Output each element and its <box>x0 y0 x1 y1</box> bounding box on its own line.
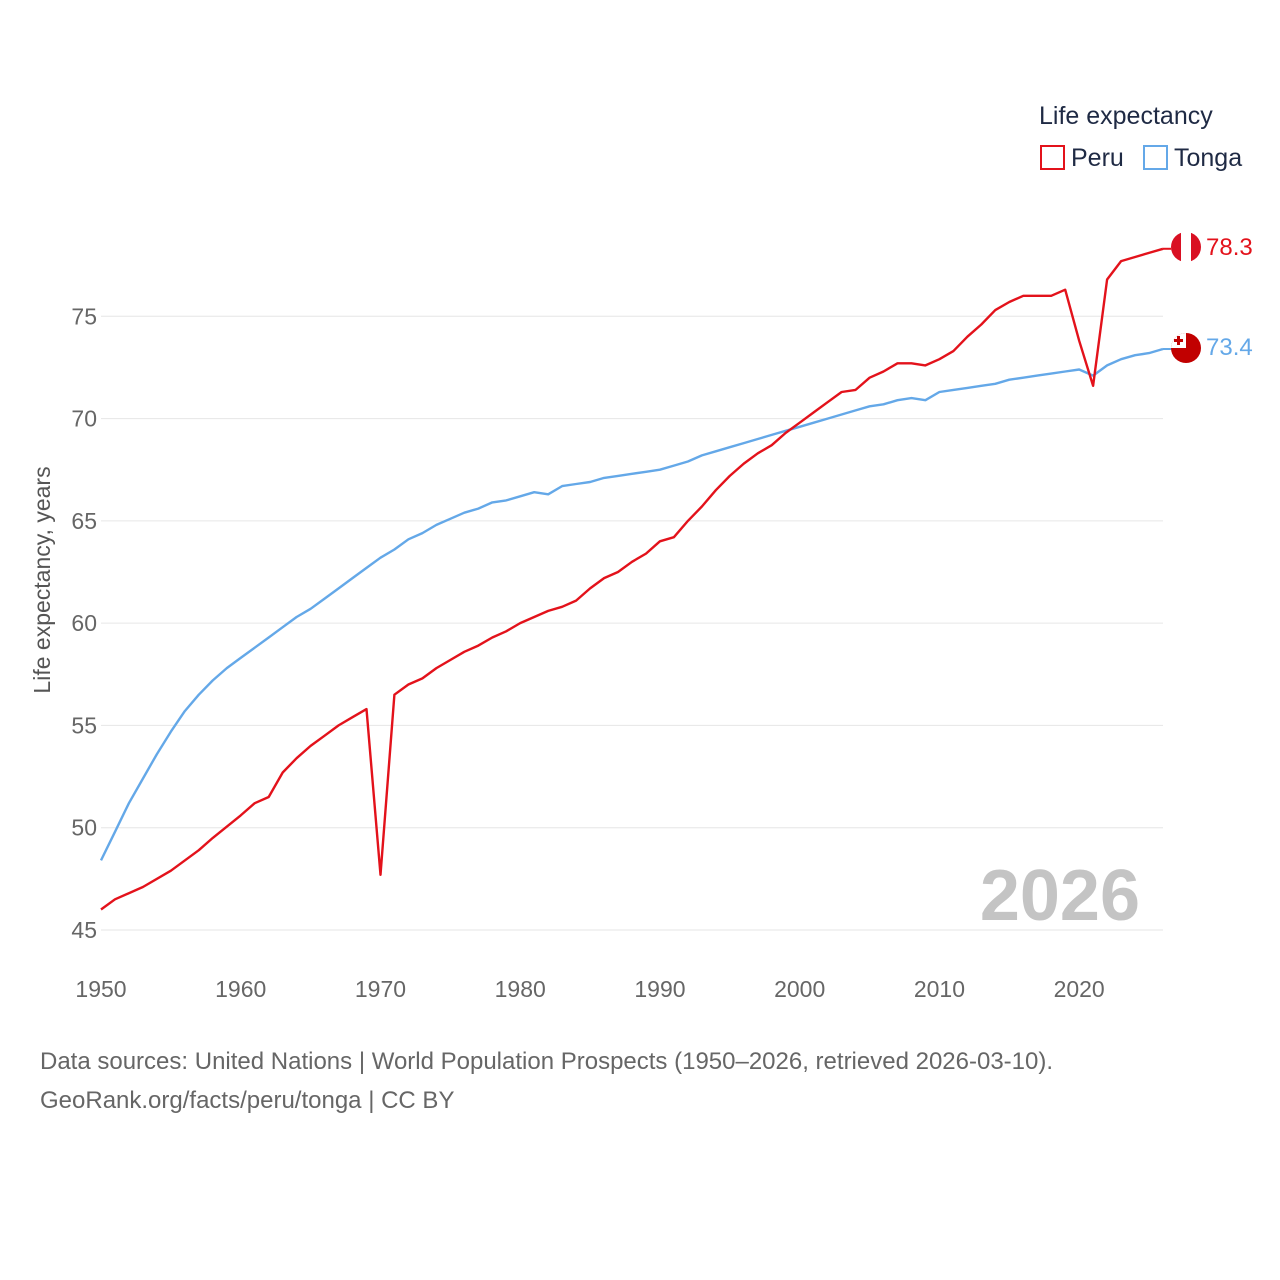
legend-label-peru: Peru <box>1071 144 1124 172</box>
tonga-flag-icon <box>1171 333 1201 363</box>
x-tick-label: 1960 <box>215 976 266 1002</box>
legend-label-tonga: Tonga <box>1174 144 1242 172</box>
legend-swatch-peru <box>1040 145 1065 170</box>
legend: Life expectancy Peru Tonga <box>1039 102 1242 172</box>
y-tick-label: 45 <box>71 917 97 943</box>
end-label-peru: 78.3 <box>1206 234 1253 261</box>
y-tick-label: 60 <box>71 610 97 636</box>
peru-flag-icon <box>1171 232 1201 262</box>
legend-title: Life expectancy <box>1039 102 1213 130</box>
x-tick-label: 1970 <box>355 976 406 1002</box>
credit-line[interactable]: GeoRank.org/facts/peru/tonga | CC BY <box>40 1087 455 1114</box>
y-tick-label: 50 <box>71 815 97 841</box>
gridlines <box>101 315 1163 931</box>
y-tick-label: 65 <box>71 508 97 534</box>
y-tick-label: 75 <box>71 303 97 329</box>
x-tick-label: 1990 <box>634 976 685 1002</box>
series-line-peru[interactable] <box>100 247 1164 911</box>
series-line-tonga[interactable] <box>99 347 1164 861</box>
legend-swatch-tonga <box>1143 145 1168 170</box>
x-tick-label: 1950 <box>75 976 126 1002</box>
source-note: Data sources: United Nations | World Pop… <box>40 1042 1240 1120</box>
legend-item-peru[interactable]: Peru <box>1040 144 1124 172</box>
y-tick-label: 70 <box>71 406 97 432</box>
data-source-line: Data sources: United Nations | World Pop… <box>40 1048 1054 1075</box>
series-lines <box>99 247 1172 911</box>
x-tick-label: 2010 <box>914 976 965 1002</box>
y-axis-ticks: 45 50 55 60 65 70 75 <box>71 303 97 943</box>
y-tick-label: 55 <box>71 712 97 738</box>
x-tick-label: 2020 <box>1054 976 1105 1002</box>
year-watermark: 2026 <box>980 856 1140 936</box>
x-tick-label: 1980 <box>495 976 546 1002</box>
y-axis-title: Life expectancy, years <box>29 466 55 693</box>
life-expectancy-chart: 45 50 55 60 65 70 75 1950 1960 1970 1980 1990 2000 2… <box>29 102 1253 1002</box>
x-axis-ticks: 1950 1960 1970 1980 1990 2000 2010 2020 <box>75 976 1104 1002</box>
end-label-tonga: 73.4 <box>1206 334 1253 361</box>
x-tick-label: 2000 <box>774 976 825 1002</box>
legend-item-tonga[interactable]: Tonga <box>1143 144 1242 172</box>
